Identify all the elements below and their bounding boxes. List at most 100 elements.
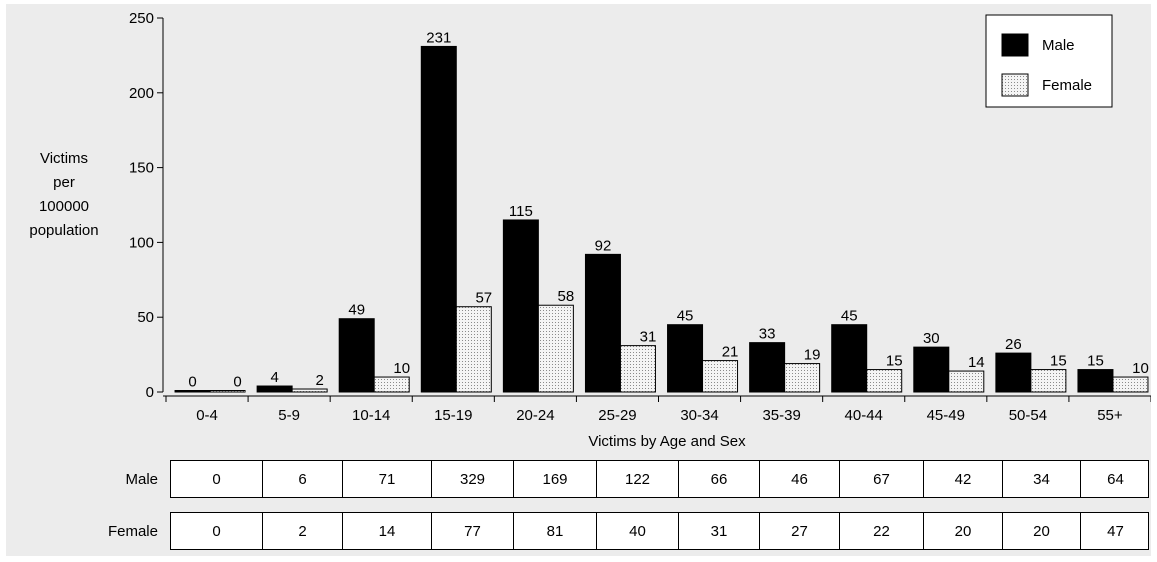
bar-value-label: 231 <box>426 29 451 46</box>
bar-female <box>537 304 574 393</box>
bar-female <box>291 388 328 393</box>
bar-value-label: 92 <box>595 237 612 254</box>
y-tick-label: 50 <box>137 309 154 326</box>
bar-value-label: 45 <box>677 308 694 325</box>
table-cell: 42 <box>924 461 1003 497</box>
bar-value-label: 26 <box>1005 336 1022 353</box>
bar-male <box>420 45 457 393</box>
y-axis-title-line: 100000 <box>39 198 89 215</box>
bar-male <box>502 219 539 393</box>
legend-swatch-female <box>1001 73 1029 97</box>
bar-male <box>1077 369 1114 393</box>
y-axis-title-line: population <box>29 222 98 239</box>
bar-value-label: 10 <box>1132 360 1149 377</box>
legend-label-male: Male <box>1042 37 1075 54</box>
table-cell: 329 <box>432 461 514 497</box>
bar-female <box>209 390 246 393</box>
table-cell: 14 <box>343 513 432 549</box>
x-tick-label: 45-49 <box>927 407 965 424</box>
table-row-label-male: Male <box>125 470 158 488</box>
bar-male <box>749 342 786 393</box>
y-axis: 0 50 100 150 200 250 <box>129 10 164 401</box>
bar-female <box>702 360 739 393</box>
y-tick-label: 0 <box>146 384 154 401</box>
bar-male <box>256 385 293 393</box>
bar-male <box>913 346 950 393</box>
bars <box>174 45 1149 393</box>
x-axis: 0-4 5-9 10-14 15-19 20-24 25-29 30-34 35-39 40-4… <box>163 395 1151 424</box>
x-tick-label: 35-39 <box>762 407 800 424</box>
y-tick-label: 150 <box>129 160 154 177</box>
table-cell: 71 <box>343 461 432 497</box>
bar-labels: 0 0 4 2 49 10 231 57 115 58 92 31 45 21 33 19 45 15 30 14 26… <box>188 29 1148 390</box>
table-row-male: 0 6 71 329 169 122 66 46 67 42 34 64 <box>170 460 1149 498</box>
table-cell: 46 <box>760 461 840 497</box>
legend-label-female: Female <box>1042 77 1092 94</box>
table-cell: 40 <box>597 513 679 549</box>
bar-female <box>1112 376 1149 393</box>
bar-value-label: 49 <box>348 302 365 319</box>
y-tick-label: 200 <box>129 85 154 102</box>
bar-value-label: 19 <box>804 347 821 364</box>
table-cell: 0 <box>171 461 263 497</box>
bar-value-label: 15 <box>886 353 903 370</box>
bar-value-label: 58 <box>558 288 575 305</box>
table-cell: 0 <box>171 513 263 549</box>
bar-male <box>995 352 1032 393</box>
bar-value-label: 0 <box>233 374 241 391</box>
table-cell: 22 <box>840 513 924 549</box>
table-cell: 77 <box>432 513 514 549</box>
bar-female <box>1030 369 1067 393</box>
bar-male <box>174 390 211 393</box>
table-cell: 27 <box>760 513 840 549</box>
bar-value-label: 33 <box>759 326 776 343</box>
y-axis-title: Victims per 100000 population <box>29 150 98 239</box>
bar-value-label: 15 <box>1087 353 1104 370</box>
bar-value-label: 10 <box>393 360 410 377</box>
table-cell: 31 <box>679 513 760 549</box>
x-tick-label: 20-24 <box>516 407 554 424</box>
bar-value-label: 21 <box>722 344 739 361</box>
bar-value-label: 30 <box>923 330 940 347</box>
bar-value-label: 4 <box>270 369 278 386</box>
table-cell: 20 <box>924 513 1003 549</box>
table-cell: 122 <box>597 461 679 497</box>
bar-value-label: 2 <box>315 372 323 389</box>
bar-value-label: 45 <box>841 308 858 325</box>
table-row-female: 0 2 14 77 81 40 31 27 22 20 20 47 <box>170 512 1149 550</box>
bar-female <box>619 345 656 393</box>
x-tick-label: 5-9 <box>278 407 300 424</box>
x-axis-title: Victims by Age and Sex <box>588 433 746 450</box>
table-cell: 66 <box>679 461 760 497</box>
y-axis-title-line: per <box>53 174 75 191</box>
table-cell: 64 <box>1107 470 1124 488</box>
table-cell: 67 <box>840 461 924 497</box>
bar-female <box>373 376 410 393</box>
table-cell: 34 <box>1003 461 1081 497</box>
bar-male <box>831 324 868 393</box>
table-cell: 6 <box>263 461 343 497</box>
x-tick-label: 25-29 <box>598 407 636 424</box>
x-tick-label: 0-4 <box>196 407 218 424</box>
bar-male <box>584 253 621 393</box>
legend: Male Female <box>985 14 1113 108</box>
y-tick-label: 100 <box>129 234 154 251</box>
bar-female <box>948 370 985 393</box>
x-tick-label: 15-19 <box>434 407 472 424</box>
y-tick-label: 250 <box>129 10 154 27</box>
table-cell: 20 <box>1003 513 1081 549</box>
bar-value-label: 15 <box>1050 353 1067 370</box>
table-row-label-female: Female <box>107 522 158 540</box>
table-cell: 169 <box>514 461 597 497</box>
legend-swatch-male <box>1001 33 1029 57</box>
table-cell: 2 <box>263 513 343 549</box>
x-tick-label: 30-34 <box>680 407 718 424</box>
bar-male <box>338 318 375 393</box>
table-cell: 47 <box>1107 522 1124 540</box>
x-tick-label: 10-14 <box>352 407 390 424</box>
table-cell: 81 <box>514 513 597 549</box>
x-tick-label: 55+ <box>1097 407 1123 424</box>
bar-female <box>455 306 492 393</box>
x-tick-label: 40-44 <box>845 407 883 424</box>
